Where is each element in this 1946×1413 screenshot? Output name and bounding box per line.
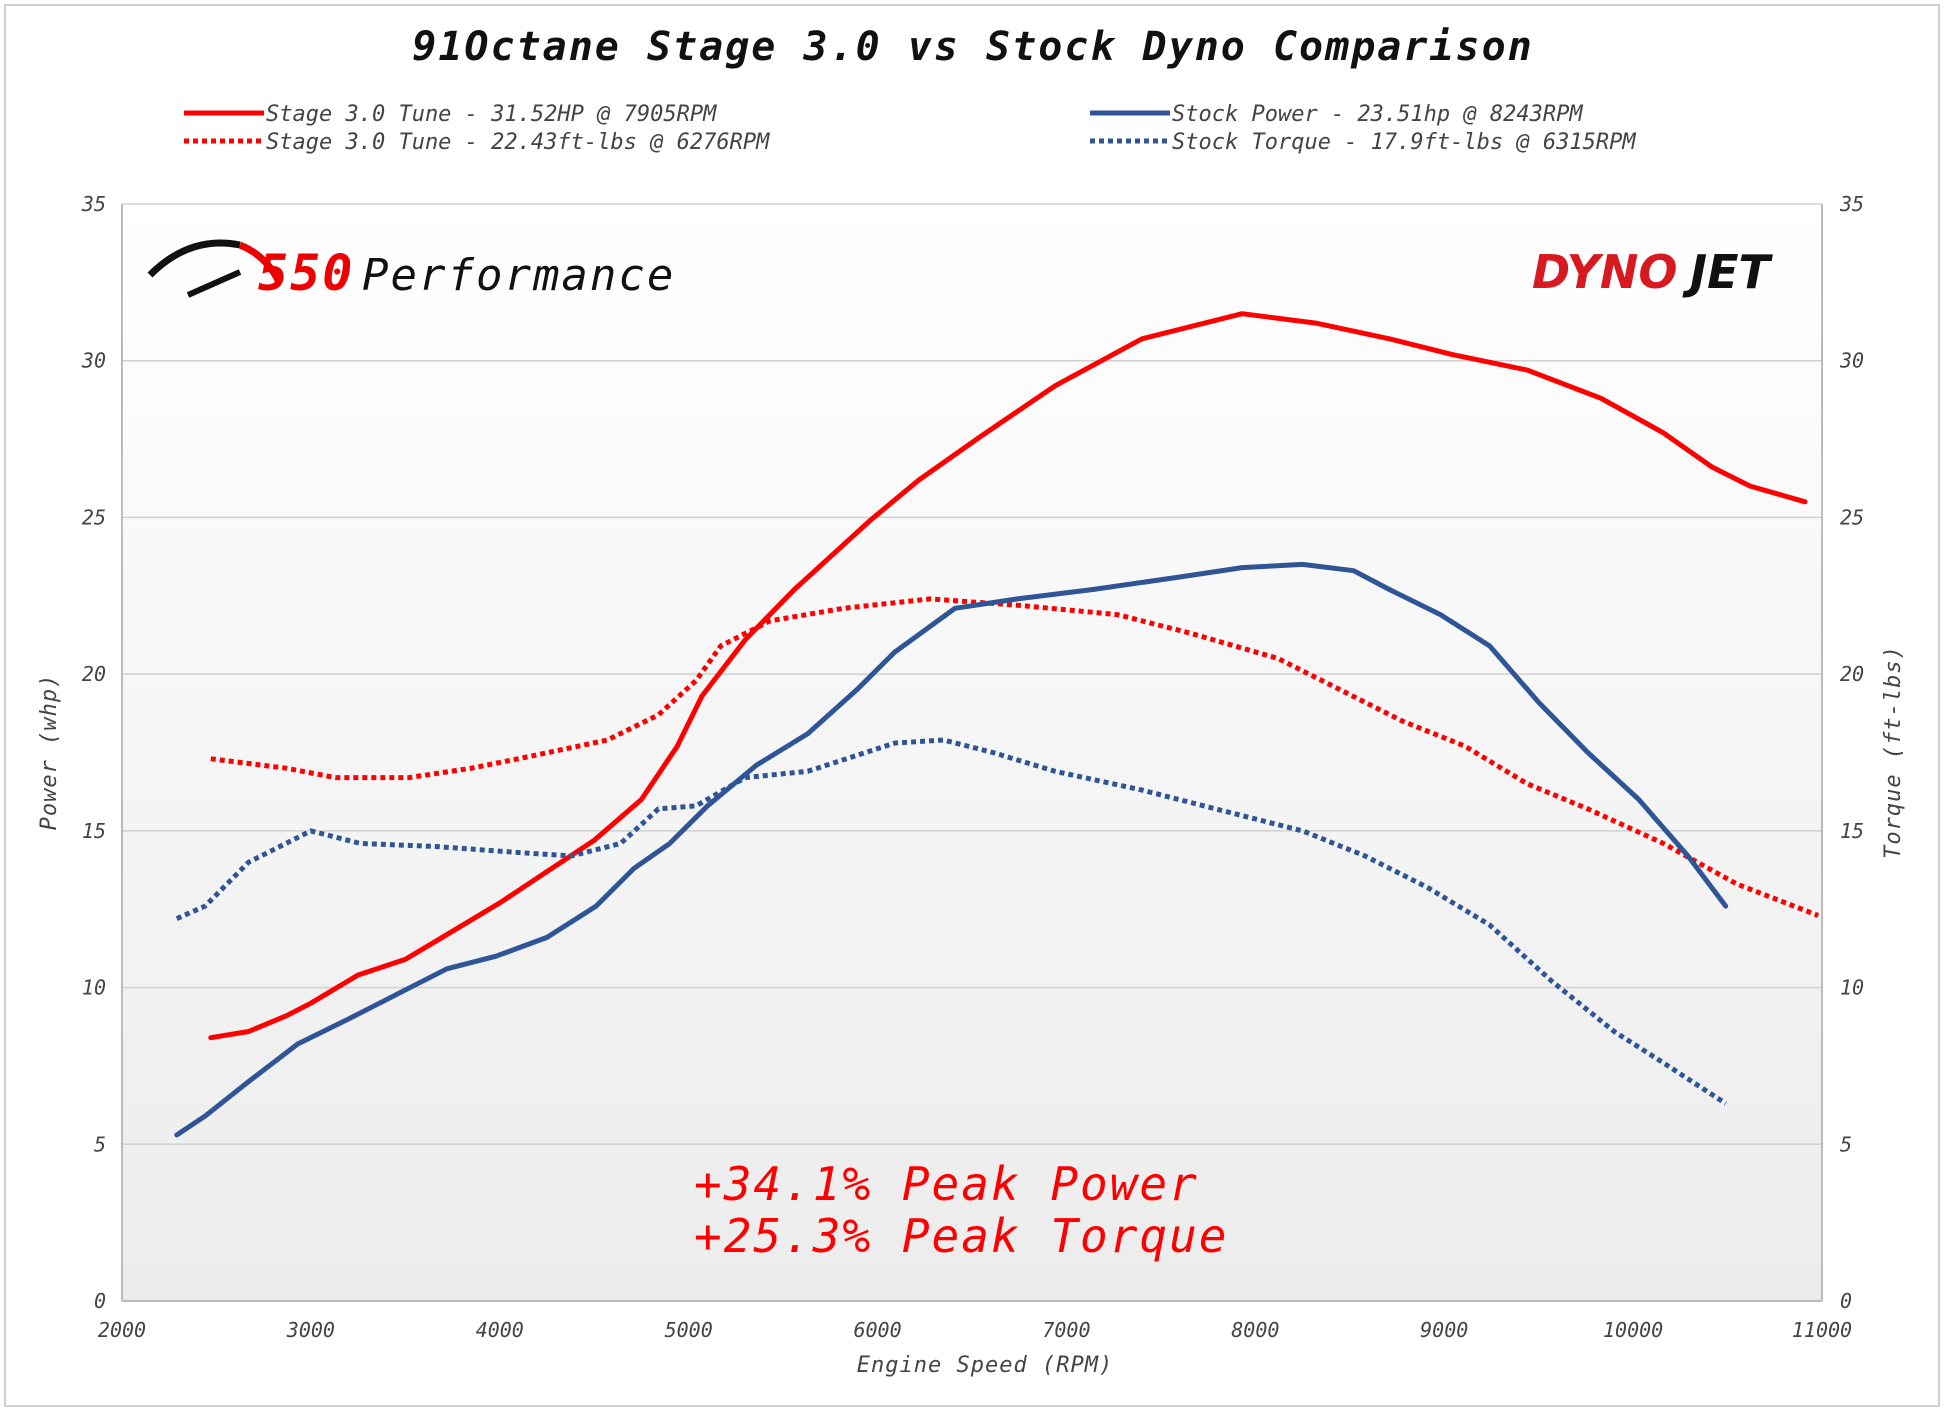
svg-text:DYNO: DYNO xyxy=(1532,245,1678,299)
x-tick-label: 3000 xyxy=(286,1318,335,1342)
x-tick-label: 8000 xyxy=(1231,1318,1279,1342)
y-tick-label: 10 xyxy=(82,976,106,1000)
y2-tick-label: 20 xyxy=(1840,662,1864,686)
y2-tick-label: 0 xyxy=(1840,1289,1852,1313)
y2-axis-label: Torque (ft-lbs) xyxy=(1881,645,1906,859)
x-tick-label: 10000 xyxy=(1603,1318,1663,1342)
y2-tick-label: 5 xyxy=(1840,1132,1852,1156)
chart-title: 91Octane Stage 3.0 vs Stock Dyno Compari… xyxy=(412,24,1534,70)
x-tick-label: 2000 xyxy=(98,1318,146,1342)
y2-tick-label: 30 xyxy=(1839,349,1864,373)
series-line-2 xyxy=(174,561,1729,1138)
plot-area xyxy=(122,204,1822,1301)
legend-label: Stage 3.0 Tune - 22.43ft-lbs @ 6276RPM xyxy=(266,130,770,155)
y2-tick-label: 15 xyxy=(1840,819,1864,843)
x-tick-label: 7000 xyxy=(1042,1318,1090,1342)
y-tick-label: 15 xyxy=(82,819,106,843)
dynojet-logo: DYNO JET xyxy=(1532,245,1774,299)
y-tick-label: 20 xyxy=(82,662,106,686)
annotation-peak-power: +34.1% Peak Power xyxy=(694,1157,1199,1211)
x-tick-label: 9000 xyxy=(1420,1318,1468,1342)
series-line-0 xyxy=(208,311,1808,1041)
legend-label: Stage 3.0 Tune - 31.52HP @ 7905RPM xyxy=(266,102,717,127)
550performance-logo: 550 Performance xyxy=(147,239,675,302)
svg-text:JET: JET xyxy=(1682,245,1774,299)
svg-text:550: 550 xyxy=(258,244,354,302)
legend-label: Stock Torque - 17.9ft-lbs @ 6315RPM xyxy=(1172,130,1636,155)
annotation-peak-torque: +25.3% Peak Torque xyxy=(694,1209,1229,1263)
x-tick-label: 5000 xyxy=(665,1318,713,1342)
y-tick-label: 25 xyxy=(82,505,106,529)
y2-tick-label: 25 xyxy=(1840,505,1864,529)
x-tick-label: 6000 xyxy=(853,1318,901,1342)
legend-label: Stock Power - 23.51hp @ 8243RPM xyxy=(1172,102,1583,127)
x-tick-label: 11000 xyxy=(1792,1318,1852,1342)
gauge-needle-icon xyxy=(186,269,242,298)
x-axis-label: Engine Speed (RPM) xyxy=(857,1353,1113,1378)
y2-tick-label: 10 xyxy=(1840,976,1864,1000)
y-tick-label: 30 xyxy=(81,349,106,373)
y-tick-label: 5 xyxy=(94,1132,106,1156)
series-line-3 xyxy=(175,737,1728,1106)
y-tick-label: 35 xyxy=(81,192,106,216)
x-tick-label: 4000 xyxy=(476,1318,524,1342)
y-axis-label: Power (whp) xyxy=(37,674,62,831)
y-tick-label: 0 xyxy=(94,1289,106,1313)
svg-text:Performance: Performance xyxy=(362,250,675,301)
chart-frame xyxy=(4,4,1940,1407)
y2-tick-label: 35 xyxy=(1839,192,1864,216)
series-line-1 xyxy=(210,596,1820,918)
